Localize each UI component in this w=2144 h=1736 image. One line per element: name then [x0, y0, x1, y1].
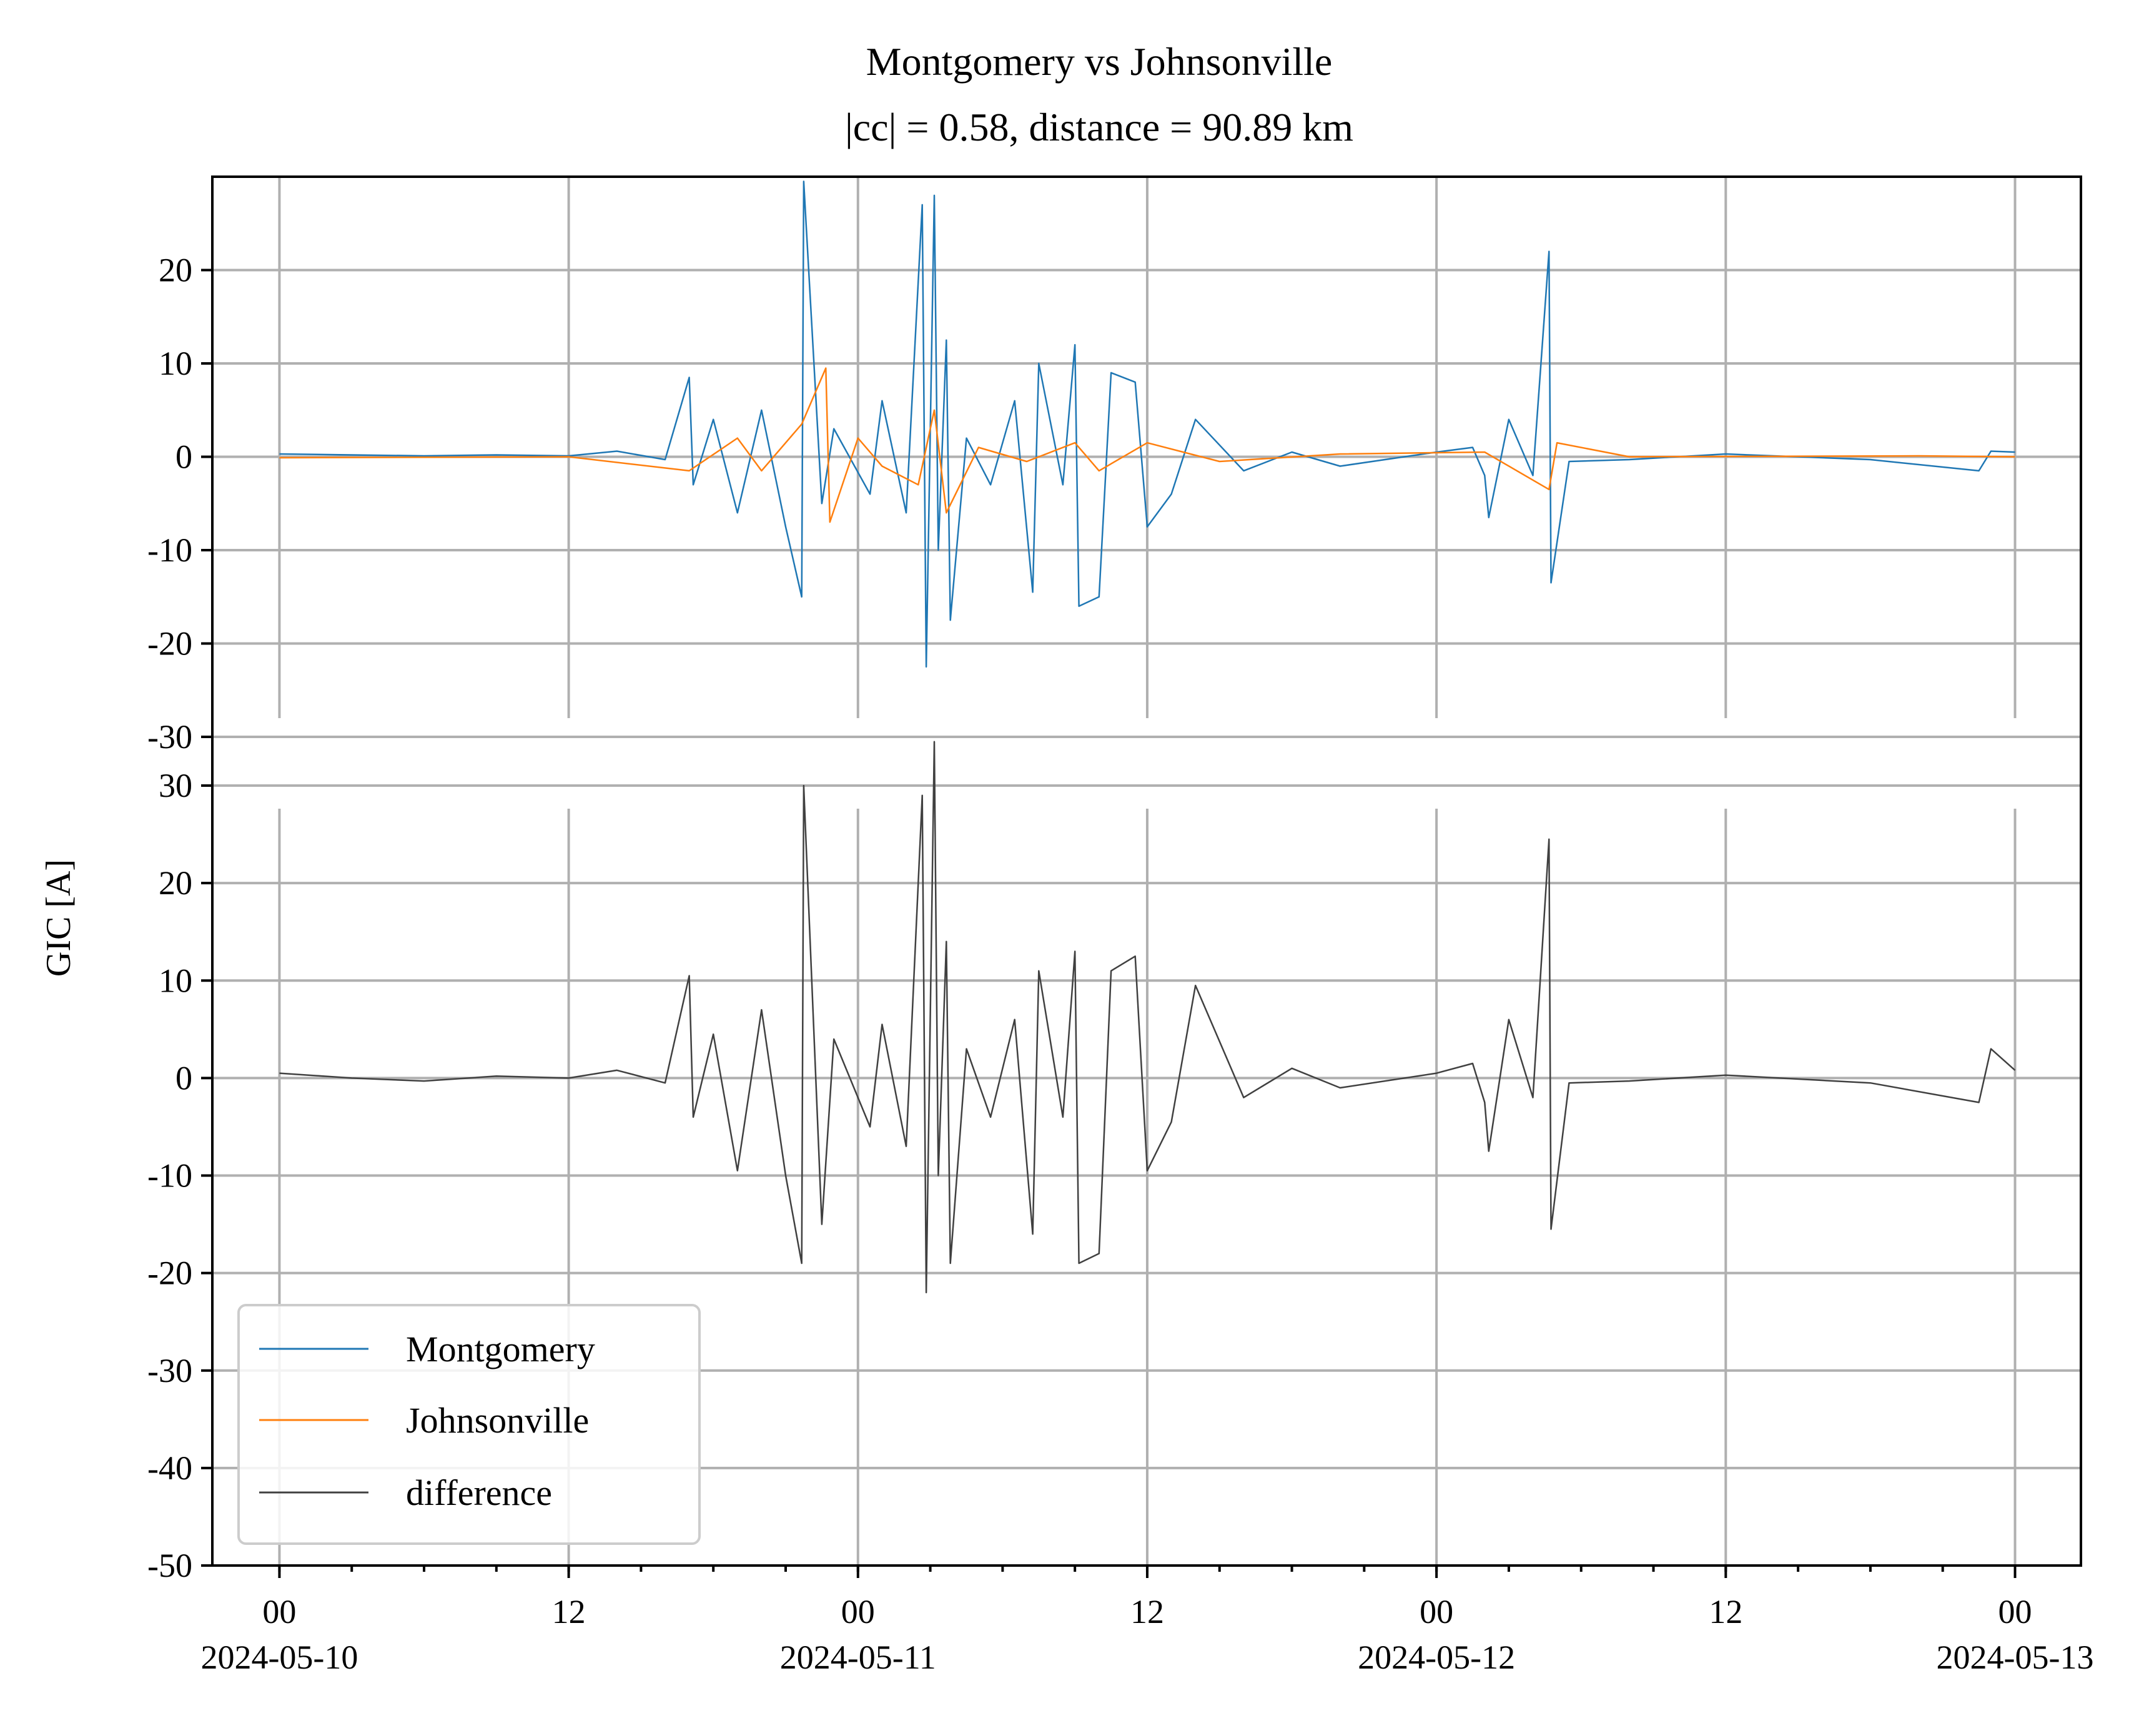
x-tick-date-label: 2024-05-12 [1358, 1639, 1515, 1676]
y-tick-label: 10 [159, 345, 192, 382]
legend-label-montgomery: Montgomery [406, 1329, 595, 1369]
y-tick-label: 0 [175, 1059, 192, 1097]
x-tick-label: 00 [841, 1593, 875, 1630]
series-line-montgomery [279, 180, 2015, 668]
chart-subtitle: |cc| = 0.58, distance = 90.89 km [845, 105, 1353, 149]
series-line-difference [279, 741, 2016, 1294]
x-tick-label: 00 [1420, 1593, 1453, 1630]
y-tick-label: -10 [147, 1157, 192, 1195]
y-tick-label: -20 [147, 625, 192, 663]
x-tick-label: 12 [552, 1593, 586, 1630]
y-axis-label: GIC [A] [39, 859, 78, 977]
legend-box [237, 1304, 701, 1545]
x-tick-date-label: 2024-05-10 [200, 1639, 358, 1676]
y-tick-label: 0 [175, 438, 192, 476]
legend: Montgomery Johnsonville difference [237, 1304, 701, 1545]
x-tick-date-label: 2024-05-11 [780, 1639, 936, 1676]
y-tick-label: -40 [147, 1449, 192, 1487]
y-tick-label: -50 [147, 1547, 192, 1584]
legend-label-johnsonville: Johnsonville [406, 1400, 589, 1441]
series-line-johnsonville [279, 367, 2015, 523]
x-tick-label: 12 [1130, 1593, 1164, 1630]
y-tick-label: 30 [159, 767, 192, 804]
y-tick-label: -30 [147, 718, 192, 756]
y-tick-label: -20 [147, 1255, 192, 1292]
legend-label-difference: difference [406, 1472, 552, 1513]
series-layer [279, 180, 2016, 1294]
x-tick-date-label: 2024-05-13 [1937, 1639, 2094, 1676]
y-tick-label: 20 [159, 864, 192, 902]
x-tick-label: 00 [262, 1593, 296, 1630]
y-tick-label: 10 [159, 962, 192, 999]
x-tick-label: 12 [1709, 1593, 1742, 1630]
y-tick-label: -10 [147, 531, 192, 569]
chart-title: Montgomery vs Johnsonville [866, 39, 1333, 84]
x-tick-label: 00 [1998, 1593, 2032, 1630]
y-tick-label: 20 [159, 252, 192, 289]
y-tick-label: -30 [147, 1352, 192, 1389]
axis-layer: 20 10 0 -10 -20 -30 30 20 10 0 -10 -20 -30 -40 -50 00 20… [147, 175, 2094, 1676]
